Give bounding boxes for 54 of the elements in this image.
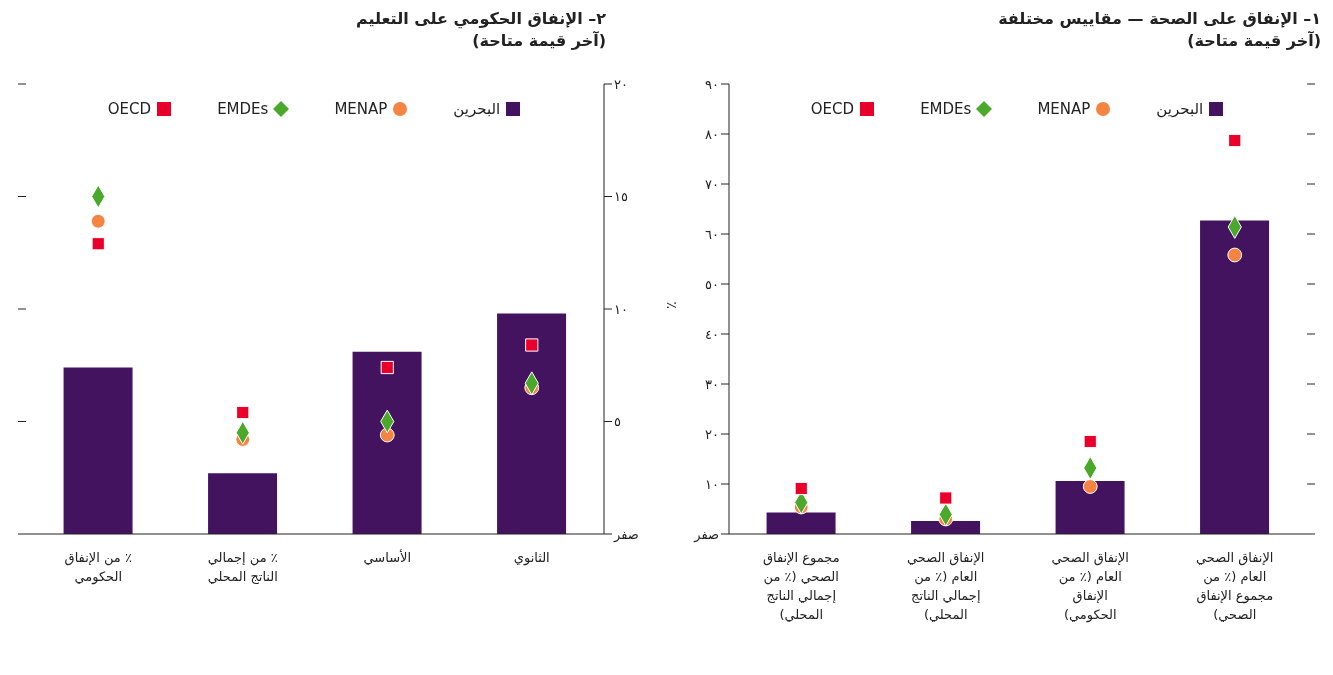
- y2-tick-label: صفر: [613, 526, 639, 543]
- y-tick-label: ٢٠: [705, 426, 719, 442]
- legend-label: البحرين: [1156, 100, 1204, 118]
- legend-label: MENAP: [1037, 100, 1091, 118]
- y-tick-label: ٧٠: [705, 176, 719, 192]
- y-tick-label: ٨٠: [705, 126, 719, 142]
- y-tick-label: ٤٠: [705, 326, 719, 342]
- legend-label: OECD: [107, 100, 152, 118]
- y-tick-label: ١٠: [705, 476, 719, 492]
- x-tick-label: مجموع الإنفاق الصحي (٪ من إجمالي الناتج المحلي): [762, 550, 840, 622]
- point: [1227, 247, 1243, 263]
- y-axis-title: ٪: [662, 301, 679, 309]
- chart-title: ٢– الإنفاق الحكومي على التعليم: [354, 8, 606, 30]
- point: [525, 338, 539, 352]
- y-tick-label: صفر: [693, 526, 719, 543]
- x-tick-label: ٪ من الإنفاق الحكومي: [64, 550, 132, 585]
- point: [1228, 133, 1242, 148]
- legend-label: البحرين: [453, 100, 501, 118]
- point: [939, 491, 953, 505]
- y2-tick-label: ٥: [614, 414, 621, 430]
- bar: [497, 313, 567, 534]
- y-tick-label: ٦٠: [705, 226, 719, 242]
- chart-subtitle: (آخر قيمة متاحة): [1186, 30, 1321, 52]
- legend-label: MENAP: [334, 100, 388, 118]
- y-tick-label: ٣٠: [705, 376, 719, 392]
- bar: [63, 367, 133, 534]
- x-tick-label: الأساسي: [363, 549, 412, 565]
- legend-label: EMDEs: [920, 100, 972, 118]
- y-tick-label: ٩٠: [705, 76, 719, 92]
- x-tick-label: الإنفاق الصحي العام (٪ من إجمالي الناتج المحلي): [907, 550, 985, 622]
- point: [1082, 479, 1098, 494]
- bar: [208, 473, 278, 534]
- bar: [766, 512, 836, 534]
- legend-label: OECD: [810, 100, 855, 118]
- chart-subtitle: (آخر قيمة متاحة): [471, 30, 606, 52]
- point: [380, 360, 394, 375]
- point: [794, 481, 808, 496]
- y-tick-label: ٥٠: [705, 276, 719, 292]
- point: [236, 405, 250, 420]
- bar: [1200, 220, 1270, 534]
- point: [91, 237, 105, 251]
- x-tick-label: الإنفاق الصحي العام (٪ من الإنفاق الحكومي): [1051, 550, 1129, 623]
- y2-tick-label: ١٠: [614, 301, 628, 317]
- chart-title: ١– الإنفاق على الصحة — مقاييس مختلفة: [997, 8, 1321, 30]
- x-tick-label: الثانوي: [513, 550, 550, 566]
- y2-tick-label: ١٥: [614, 189, 628, 205]
- x-tick-label: الإنفاق الصحي العام (٪ من مجموع الإنفاق الصحي): [1196, 550, 1274, 622]
- y2-tick-label: ٢٠: [614, 76, 628, 92]
- legend-label: EMDEs: [217, 100, 269, 118]
- bar: [1055, 481, 1125, 534]
- bar: [352, 351, 422, 534]
- x-tick-label: ٪ من إجمالي الناتج المحلي: [207, 550, 278, 585]
- point: [1083, 434, 1097, 449]
- point: [90, 213, 106, 229]
